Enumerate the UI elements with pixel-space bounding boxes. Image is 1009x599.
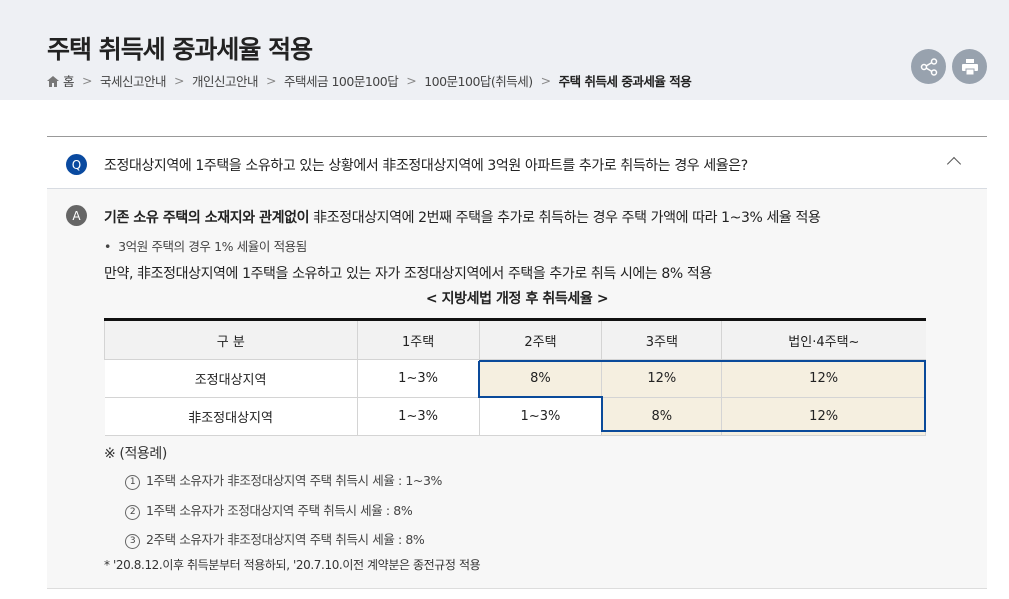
bullet-text: 3억원 주택의 경우 1% 세율이 적용됨 <box>118 239 307 254</box>
example-item: 3 2주택 소유자가 非조정대상지역 주택 취득시 세율 : 8% <box>125 529 425 549</box>
breadcrumb-item[interactable]: 100문100답(취득세) <box>424 74 533 89</box>
chevron-right-icon: > <box>174 73 184 88</box>
faq-answer: A 기존 소유 주택의 소재지와 관계없이 非조정대상지역에 2번째 주택을 추… <box>47 189 987 589</box>
breadcrumb-item[interactable]: 주택세금 100문100답 <box>284 74 399 89</box>
chevron-right-icon: > <box>82 73 92 88</box>
table-cell: 12% <box>721 359 926 398</box>
print-button[interactable] <box>952 49 987 84</box>
chevron-up-icon[interactable] <box>946 156 962 172</box>
example-text: 1주택 소유자가 非조정대상지역 주택 취득시 세율 : 1~3% <box>146 473 443 488</box>
answer-line1-rest: 非조정대상지역에 2번째 주택을 추가로 취득하는 경우 주택 가액에 따라 1… <box>309 210 821 226</box>
chevron-right-icon: > <box>540 73 551 88</box>
answer-bullet: • 3억원 주택의 경우 1% 세율이 적용됨 <box>104 239 307 254</box>
breadcrumb-current: 주택 취득세 중과세율 적용 <box>558 74 692 89</box>
example-item: 2 1주택 소유자가 조정대상지역 주택 취득시 세율 : 8% <box>125 500 413 520</box>
tax-rate-table: 구 분 1주택 2주택 3주택 법인·4주택~ 조정대상지역 1~3% 8% 1… <box>104 318 926 436</box>
table-title: < 지방세법 개정 후 취득세율 > <box>425 291 609 307</box>
breadcrumb-home[interactable]: 홈 <box>63 74 75 89</box>
answer-emphasis: 기존 소유 주택의 소재지와 관계없이 <box>104 210 310 226</box>
footnote: * '20.8.12.이후 취득분부터 적용하되, '20.7.10.이전 계약… <box>104 558 481 572</box>
table-cell: 8% <box>478 359 603 398</box>
example-text: 1주택 소유자가 조정대상지역 주택 취득시 세율 : 8% <box>146 503 413 518</box>
page-header: 주택 취득세 중과세율 적용 홈 > 국세신고안내 > 개인신고안내 > 주택세금 1… <box>0 0 1009 100</box>
answer-badge: A <box>66 205 87 226</box>
number-badge: 3 <box>125 534 140 549</box>
breadcrumb-item[interactable]: 개인신고안내 <box>192 74 259 89</box>
table-cell: 1~3% <box>356 397 480 436</box>
table-cell: 1~3% <box>478 397 603 436</box>
page-title: 주택 취득세 중과세율 적용 <box>47 35 313 64</box>
table-header: 3주택 <box>601 319 723 360</box>
home-icon[interactable] <box>47 75 59 87</box>
example-item: 1 1주택 소유자가 非조정대상지역 주택 취득시 세율 : 1~3% <box>125 470 442 490</box>
breadcrumb-item[interactable]: 국세신고안내 <box>100 74 167 89</box>
table-cell: 12% <box>721 397 926 436</box>
share-button[interactable] <box>911 49 946 84</box>
number-badge: 1 <box>125 475 140 490</box>
question-text: 조정대상지역에 1주택을 소유하고 있는 상황에서 非조정대상지역에 3억원 아… <box>104 158 748 174</box>
number-badge: 2 <box>125 505 140 520</box>
table-cell: 조정대상지역 <box>104 359 358 398</box>
table-cell: 12% <box>601 359 723 398</box>
table-header: 1주택 <box>356 319 480 360</box>
table-row: 非조정대상지역 1~3% 1~3% 8% 12% <box>104 397 926 436</box>
table-header: 구 분 <box>104 319 358 360</box>
breadcrumb: 홈 > 국세신고안내 > 개인신고안내 > 주택세금 100문100답 > 100문10… <box>47 71 692 90</box>
examples-title-text: ※ (적용례) <box>104 446 167 462</box>
table-cell: 8% <box>601 397 723 436</box>
table-header: 법인·4주택~ <box>721 319 926 360</box>
examples-title: ※ (적용례) <box>104 443 167 463</box>
table-row: 조정대상지역 1~3% 8% 12% 12% <box>104 359 926 398</box>
example-text: 2주택 소유자가 非조정대상지역 주택 취득시 세율 : 8% <box>146 532 425 547</box>
table-cell: 1~3% <box>356 359 480 398</box>
question-badge: Q <box>66 154 87 175</box>
chevron-right-icon: > <box>266 73 276 88</box>
answer-line1: 기존 소유 주택의 소재지와 관계없이 非조정대상지역에 2번째 주택을 추가로… <box>104 207 821 227</box>
chevron-right-icon: > <box>406 73 417 88</box>
table-cell: 非조정대상지역 <box>104 397 358 436</box>
table-header: 2주택 <box>478 319 603 360</box>
share-icon <box>920 57 937 76</box>
print-icon <box>961 58 978 75</box>
faq-question[interactable]: Q 조정대상지역에 1주택을 소유하고 있는 상황에서 非조정대상지역에 3억원… <box>47 137 987 189</box>
table-header-row: 구 분 1주택 2주택 3주택 법인·4주택~ <box>104 319 926 360</box>
answer-line2: 만약, 非조정대상지역에 1주택을 소유하고 있는 자가 조정대상지역에서 주택… <box>104 266 712 282</box>
divider <box>47 136 987 137</box>
